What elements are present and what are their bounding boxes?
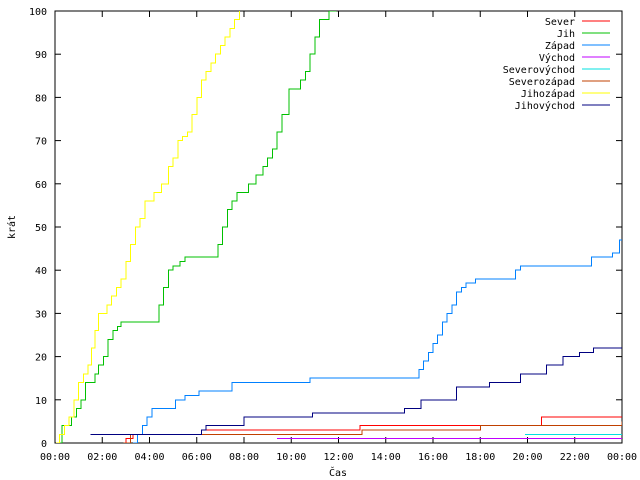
legend-label-jih: Jih xyxy=(557,29,575,40)
y-tick-label: 0 xyxy=(41,439,47,450)
legend-label-jihovychod: Jihovýchod xyxy=(515,100,575,112)
y-tick-label: 60 xyxy=(35,180,47,191)
y-tick-label: 50 xyxy=(35,223,47,234)
y-tick-label: 70 xyxy=(35,137,47,148)
x-tick-label: 00:00 xyxy=(607,452,637,463)
legend-label-severozapad: Severozápad xyxy=(509,76,575,88)
series-line-zapad xyxy=(133,239,622,443)
y-tick-label: 80 xyxy=(35,93,47,104)
y-tick-label: 100 xyxy=(29,7,47,18)
x-tick-label: 16:00 xyxy=(418,452,448,463)
y-tick-label: 20 xyxy=(35,353,47,364)
x-tick-label: 22:00 xyxy=(560,452,590,463)
x-tick-label: 18:00 xyxy=(465,452,495,463)
y-tick-label: 90 xyxy=(35,50,47,61)
x-tick-label: 12:00 xyxy=(323,452,353,463)
legend: SeverJihZápadVýchodSeverovýchodSeverozáp… xyxy=(503,17,610,112)
y-tick-label: 10 xyxy=(35,396,47,407)
axes-layer: 0 10 20 30 40 50 60 70 80 90 100 00:00 02:00 04:00 06:… xyxy=(29,7,637,463)
y-axis-label: krát xyxy=(6,215,18,239)
series-line-jih xyxy=(58,11,337,443)
series-line-jihovychod xyxy=(90,347,622,435)
x-tick-label: 08:00 xyxy=(229,452,259,463)
x-tick-label: 04:00 xyxy=(134,452,164,463)
x-axis-label: Čas xyxy=(329,466,347,479)
series-line-jihozapad xyxy=(56,11,240,443)
y-tick-label: 40 xyxy=(35,266,47,277)
legend-label-severovychod: Severovýchod xyxy=(503,64,575,76)
x-tick-label: 02:00 xyxy=(87,452,117,463)
y-tick-label: 30 xyxy=(35,309,47,320)
legend-label-vychod: Východ xyxy=(539,52,575,64)
legend-label-zapad: Západ xyxy=(545,40,575,52)
x-tick-label: 06:00 xyxy=(182,452,212,463)
legend-label-sever: Sever xyxy=(545,17,575,28)
x-tick-label: 14:00 xyxy=(371,452,401,463)
series-layer xyxy=(56,11,622,443)
x-tick-label: 20:00 xyxy=(512,452,542,463)
x-tick-label: 10:00 xyxy=(276,452,306,463)
legend-label-jihozapad: Jihozápad xyxy=(521,88,575,100)
x-tick-label: 00:00 xyxy=(40,452,70,463)
series-line-severozapad xyxy=(123,421,622,443)
